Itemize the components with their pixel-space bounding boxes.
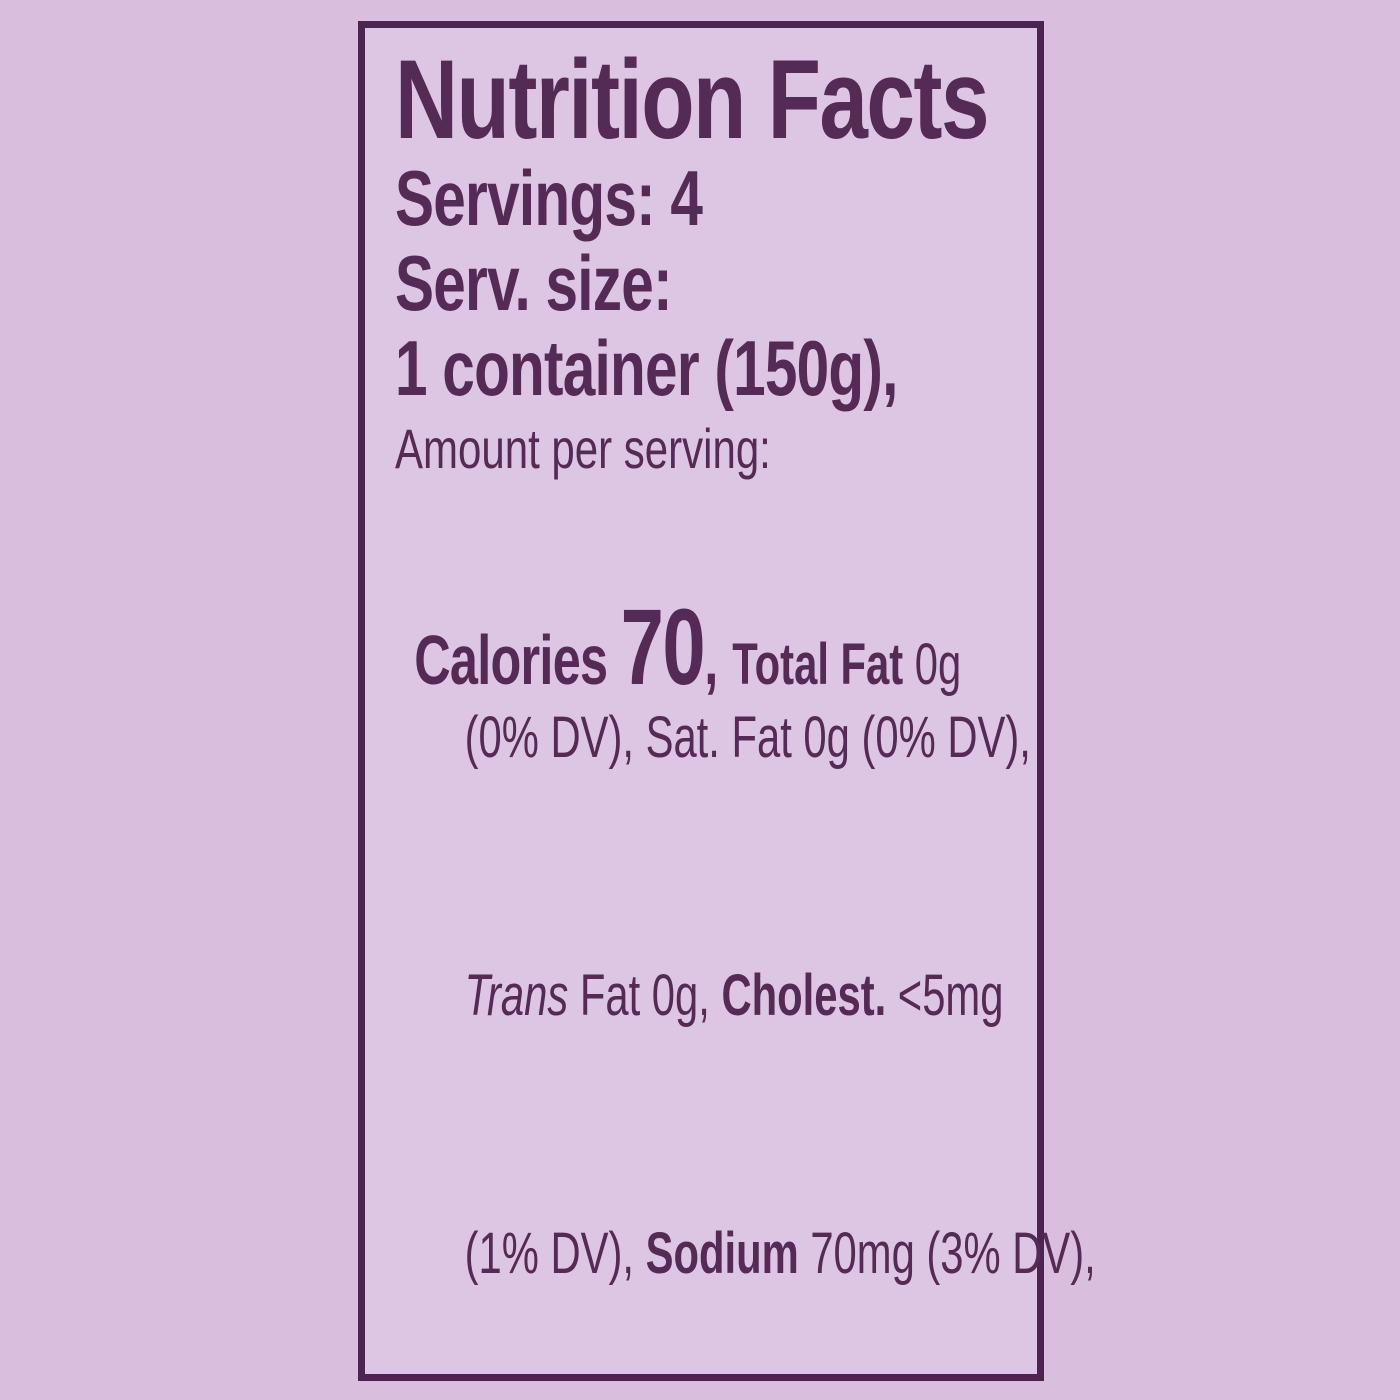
nutrient-text: 70mg (3% DV),	[798, 1221, 1096, 1286]
nutrient-text: (1% DV),	[464, 1221, 646, 1286]
cholesterol-label: Cholest.	[721, 963, 887, 1028]
calories-label: Calories	[414, 621, 621, 699]
servings-line: Servings: 4	[395, 154, 703, 242]
nutrient-line-total-carb: Total Carb. 14g (5% DV), Fiber	[395, 1383, 857, 1400]
nutrient-text: (0% DV), Sat. Fat 0g (0% DV),	[464, 705, 1031, 770]
serving-size-value: 1 container (150g),	[395, 324, 898, 412]
amount-per-serving-line: Amount per serving:	[395, 417, 771, 480]
nutrient-line-sodium: (1% DV), Sodium 70mg (3% DV),	[395, 1125, 1096, 1383]
serving-size-label: Serv. size:	[395, 239, 673, 327]
nutrient-text: <5mg	[886, 963, 1004, 1028]
calories-comma: ,	[704, 621, 733, 699]
label-title: Nutrition Facts	[395, 37, 990, 162]
nutrient-line-trans-fat-cholesterol: Trans Fat 0g, Cholest. <5mg	[395, 867, 1004, 1125]
total-fat-label: Total Fat	[732, 632, 915, 697]
nutrient-line-sat-fat: (0% DV), Sat. Fat 0g (0% DV),	[395, 609, 1031, 867]
trans-label: Trans	[464, 963, 569, 1028]
calories-line: Calories 70, Total Fat 0g	[395, 491, 961, 701]
nutrient-text: Fat 0g,	[568, 963, 722, 1028]
sodium-label: Sodium	[645, 1221, 799, 1286]
nutrition-label: Nutrition Facts Servings: 4 Serv. size: …	[358, 21, 1096, 1383]
calories-value: 70	[620, 586, 706, 707]
total-fat-value: 0g	[914, 632, 962, 697]
